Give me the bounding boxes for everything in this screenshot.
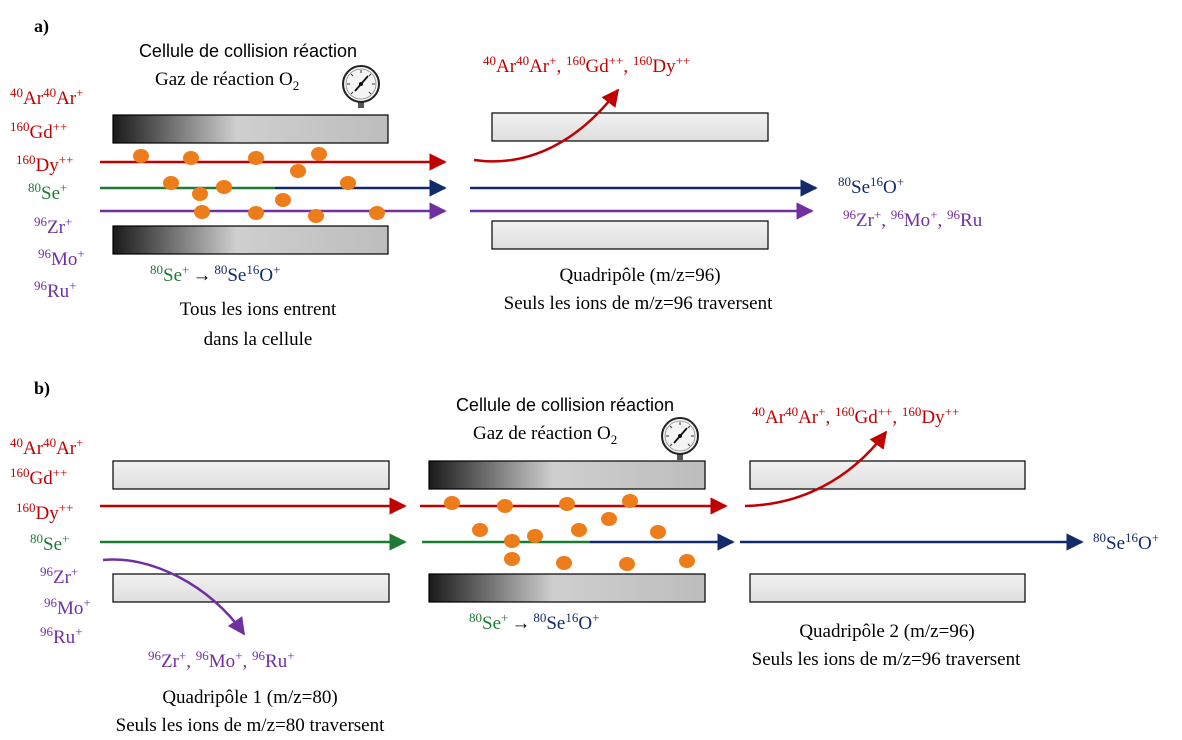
o2-molecule (650, 525, 666, 539)
panel-a-ion-ar: 40Ar40Ar+ (10, 85, 83, 109)
o2-molecule (556, 556, 572, 570)
o2-molecule (504, 552, 520, 566)
panel-a-cell-top-rod (112, 114, 389, 144)
panel-a-label: a) (34, 16, 49, 37)
panel-a-cell-caption-2: dans la cellule (204, 329, 313, 350)
o2-molecule (527, 529, 543, 543)
panel-b-ion-ar: 40Ar40Ar+ (10, 435, 83, 459)
panel-a-quad-caption-1: Quadripôle (m/z=96) (559, 265, 720, 286)
panel-b-beam-purple-deflected (102, 558, 246, 636)
panel-a-cell-title: Cellule de collision réaction (139, 41, 357, 61)
o2-molecule (311, 147, 327, 161)
panel-b-quad2-caption-1: Quadripôle 2 (m/z=96) (799, 621, 974, 642)
panel-b-ion-ru: 96Ru+ (40, 624, 83, 648)
o2-molecule (308, 209, 324, 223)
panel-a-ion-mo: 96Mo+ (38, 246, 85, 270)
panel-b-cell-bottom-rod (428, 573, 706, 603)
panel-b-quad1-caption-2: Seuls les ions de m/z=80 traversent (116, 715, 385, 736)
o2-molecule (369, 206, 385, 220)
panel-a-ion-ru: 96Ru+ (34, 278, 77, 302)
panel-a-ion-dy: 160Dy++ (16, 152, 73, 176)
pressure-gauge-icon (342, 65, 380, 108)
panel-b-ion-gd: 160Gd++ (10, 465, 67, 489)
o2-molecule (504, 534, 520, 548)
o2-molecule (340, 176, 356, 190)
panel-b-reaction: 80Se+ → 80Se16O+ (469, 610, 599, 634)
panel-a-gas-label: Gaz de réaction O2 (155, 69, 299, 93)
panel-a-ion-gd: 160Gd++ (10, 119, 67, 143)
panel-b-cell-title: Cellule de collision réaction (456, 395, 674, 415)
panel-b-out-navy: 80Se16O+ (1093, 530, 1159, 554)
panel-a-out-navy: 80Se16O+ (838, 174, 904, 198)
panel-b-quad1-top-rod (112, 460, 390, 490)
panel-b-o2-molecules (444, 494, 695, 571)
o2-molecule (472, 523, 488, 537)
o2-molecule (216, 180, 232, 194)
panel-b-ion-mo: 96Mo+ (44, 595, 91, 619)
o2-molecule (571, 523, 587, 537)
o2-molecule (497, 499, 513, 513)
panel-a-out-red: 40Ar40Ar+, 160Gd++, 160Dy++ (483, 53, 690, 77)
panel-b-ion-zr: 96Zr+ (40, 564, 78, 588)
panel-b-ion-se: 80Se+ (30, 531, 69, 555)
o2-molecule (248, 206, 264, 220)
panel-b-out-red: 40Ar40Ar+, 160Gd++, 160Dy++ (752, 404, 959, 428)
o2-molecule (275, 193, 291, 207)
o2-molecule (194, 205, 210, 219)
panel-a-cell-bottom-rod (112, 225, 389, 255)
panel-a-quad-caption-2: Seuls les ions de m/z=96 traversent (504, 293, 773, 314)
panel-b-quad1-bottom-rod (112, 573, 390, 603)
panel-b-quad2-caption-2: Seuls les ions de m/z=96 traversent (752, 649, 1021, 670)
panel-a-reaction: 80Se+ → 80Se16O+ (150, 262, 280, 286)
o2-molecule (619, 557, 635, 571)
panel-b-quad2-top-rod (749, 460, 1026, 490)
o2-molecule (192, 187, 208, 201)
o2-molecule (679, 554, 695, 568)
o2-molecule (601, 512, 617, 526)
panel-b-label: b) (34, 378, 50, 399)
panel-b-gas-label: Gaz de réaction O2 (473, 423, 617, 447)
panel-b-quad1-caption-1: Quadripôle 1 (m/z=80) (162, 687, 337, 708)
panel-a-beam-red-deflected (473, 88, 620, 163)
panel-b-beam-red-deflected (744, 430, 888, 508)
o2-molecule (163, 176, 179, 190)
panel-a-cell-caption-1: Tous les ions entrent (180, 299, 337, 320)
panel-a-quad-bottom-rod (491, 220, 769, 250)
panel-b-ion-dy: 160Dy++ (16, 500, 73, 524)
panel-b-out-purple: 96Zr+, 96Mo+, 96Ru+ (148, 648, 295, 672)
panel-a: a) Cellule de collision réaction Gaz de … (10, 16, 983, 350)
panel-b: b) Cellule de collision réaction Gaz de … (10, 378, 1159, 736)
o2-molecule (290, 164, 306, 178)
panel-b-cell-top-rod (428, 460, 706, 490)
o2-molecule (559, 497, 575, 511)
o2-molecule (622, 494, 638, 508)
panel-a-quad-top-rod (491, 112, 769, 142)
o2-molecule (248, 151, 264, 165)
panel-b-quad2-bottom-rod (749, 573, 1026, 603)
pressure-gauge-icon (661, 417, 699, 460)
o2-molecule (444, 496, 460, 510)
panel-a-out-purple: 96Zr+, 96Mo+, 96Ru (843, 207, 983, 231)
o2-molecule (133, 149, 149, 163)
panel-a-ion-se: 80Se+ (28, 180, 67, 204)
o2-molecule (183, 151, 199, 165)
panel-a-o2-molecules (133, 147, 385, 223)
panel-a-ion-zr: 96Zr+ (34, 214, 72, 238)
